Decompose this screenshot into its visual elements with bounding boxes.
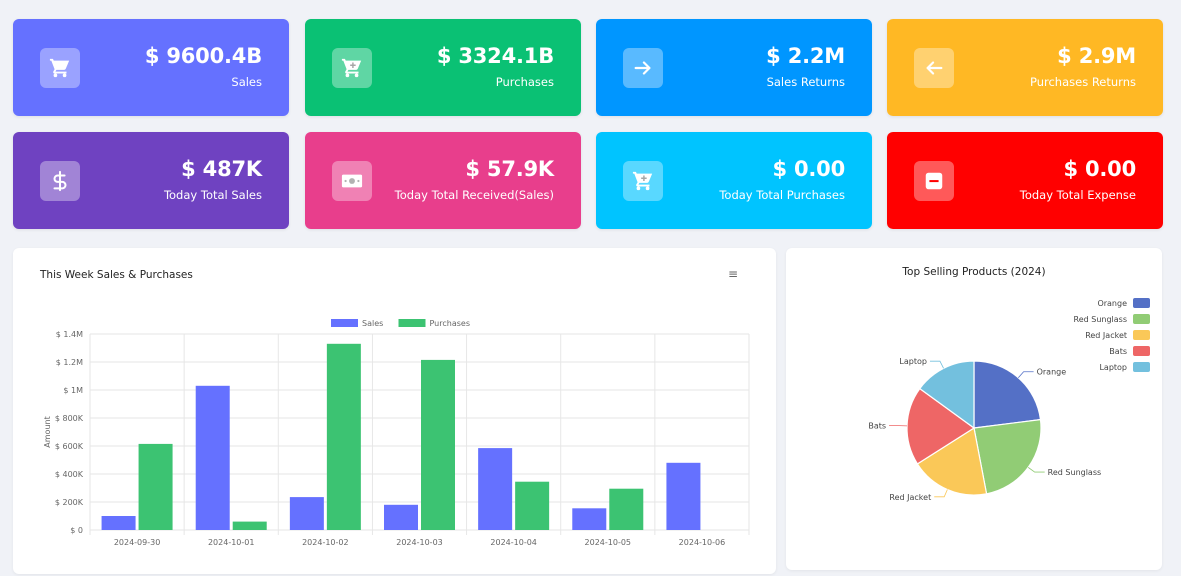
stat-label: Today Total Expense [1019,188,1136,202]
pie-chart: Orange Red Sunglass Red Jacket Bats Laptop Or… [868,298,1150,502]
bar-sales-2024-09-30 [101,516,136,530]
stat-value: $ 0.00 [772,157,845,181]
bar-purchases-2024-09-30 [138,443,173,530]
cart-icon [40,48,80,88]
stat-label: Today Total Sales [163,188,262,202]
stat-card-today-total-expense[interactable]: $ 0.00 Today Total Expense [887,132,1163,229]
y-tick-label: $ 1.4M [56,330,83,339]
stat-label: Purchases Returns [1029,75,1136,89]
bar-sales-2024-10-06 [666,462,701,530]
cart-plus-icon [623,161,663,201]
arrow-right-icon [623,48,663,88]
stat-card-sales[interactable]: $ 9600.4B Sales [13,19,289,116]
pie-slice-bats [906,387,976,465]
legend-label-laptop: Laptop [1099,363,1127,372]
cart-plus-icon [332,48,372,88]
pie-leader-line [929,360,944,369]
stat-card-today-total-received-sales[interactable]: $ 57.9K Today Total Received(Sales) [305,132,581,229]
legend-label-red-sunglass: Red Sunglass [1074,315,1128,324]
pie-slice-red-jacket [916,427,988,496]
bar-sales-2024-10-02 [289,497,324,530]
bar-purchases-2024-10-05 [609,488,644,530]
pie-label: Orange [1037,368,1067,377]
stat-label: Purchases [495,75,554,89]
y-tick-label: $ 400K [55,470,84,479]
stat-label: Today Total Received(Sales) [394,188,554,202]
stat-card-purchases[interactable]: $ 3324.1B Purchases [305,19,581,116]
stat-card-purchases-returns[interactable]: $ 2.9M Purchases Returns [887,19,1163,116]
bar-sales-2024-10-04 [478,448,513,530]
pie-leader-line [934,489,948,498]
bar-chart: $ 0 $ 200K $ 400K $ 600K $ 800K $ 1M $ 1.2M $ 1… [43,319,750,547]
arrow-left-icon [914,48,954,88]
x-tick-label: 2024-10-03 [396,538,443,547]
x-tick-label: 2024-10-06 [679,538,726,547]
bar-purchases-2024-10-03 [421,359,455,530]
x-tick-label: 2024-10-05 [585,538,632,547]
stat-value: $ 3324.1B [436,44,554,68]
pie-leader-line [1018,371,1034,379]
legend-swatch-purchases [398,319,426,327]
y-tick-label: $ 0 [70,526,83,535]
y-tick-label: $ 1.2M [56,358,83,367]
y-tick-label: $ 1M [63,386,83,395]
x-tick-label: 2024-10-02 [302,538,349,547]
bar-sales-2024-10-01 [195,385,230,530]
hamburger-icon[interactable]: ≡ [727,267,738,281]
pie-label: Laptop [899,357,927,366]
y-tick-label: $ 600K [55,442,84,451]
pie-leader-line [1027,467,1045,473]
legend-swatch-orange [1133,298,1150,308]
legend-swatch-sales [331,319,358,327]
stat-card-sales-returns[interactable]: $ 2.2M Sales Returns [596,19,872,116]
stat-value: $ 2.2M [766,44,845,68]
legend-label-bats: Bats [1109,347,1127,356]
stat-value: $ 0.00 [1063,157,1136,181]
legend-swatch-laptop [1133,362,1150,372]
stat-value: $ 57.9K [465,157,554,181]
stat-label: Sales [231,75,262,89]
stat-label: Today Total Purchases [719,188,845,202]
bar-chart-title: This Week Sales & Purchases [40,269,193,281]
bar-purchases-2024-10-02 [326,343,361,530]
bar-sales-2024-10-05 [572,508,607,530]
stat-value: $ 9600.4B [144,44,262,68]
legend-label-red-jacket: Red Jacket [1085,331,1127,340]
stat-label: Sales Returns [766,75,845,89]
stat-card-today-total-sales[interactable]: $ 487K Today Total Sales [13,132,289,229]
money-icon [332,161,372,201]
stat-value: $ 2.9M [1057,44,1136,68]
x-tick-label: 2024-09-30 [114,538,161,547]
legend-swatch-red-sunglass [1133,314,1150,324]
bar-purchases-2024-10-04 [515,481,550,530]
x-tick-label: 2024-10-01 [208,538,255,547]
sales-purchases-panel: This Week Sales & Purchases ≡ $ 0 $ 200K $… [13,248,776,574]
top-products-panel: Top Selling Products (2024) Orange Red Su… [786,248,1162,570]
legend-label-orange: Orange [1097,299,1127,308]
legend-label-sales: Sales [362,319,383,328]
bar-sales-2024-10-03 [384,504,418,530]
y-tick-label: $ 800K [55,414,84,423]
dollar-icon [40,161,80,201]
pie-slice-orange [973,360,1042,429]
stat-value: $ 487K [181,157,262,181]
pie-label: Red Sunglass [1048,468,1102,477]
y-axis-label: Amount [43,416,52,447]
legend-swatch-red-jacket [1133,330,1150,340]
legend-label-purchases: Purchases [430,319,471,328]
stat-card-today-total-purchases[interactable]: $ 0.00 Today Total Purchases [596,132,872,229]
bar-purchases-2024-10-01 [232,521,267,530]
pie-label: Bats [868,422,886,431]
pie-chart-title: Top Selling Products (2024) [902,266,1046,278]
legend-swatch-bats [1133,346,1150,356]
x-tick-label: 2024-10-04 [490,538,537,547]
pie-slice-red-sunglass [973,418,1042,495]
pie-label: Red Jacket [889,493,931,502]
y-tick-label: $ 200K [55,498,84,507]
minus-icon [914,161,954,201]
